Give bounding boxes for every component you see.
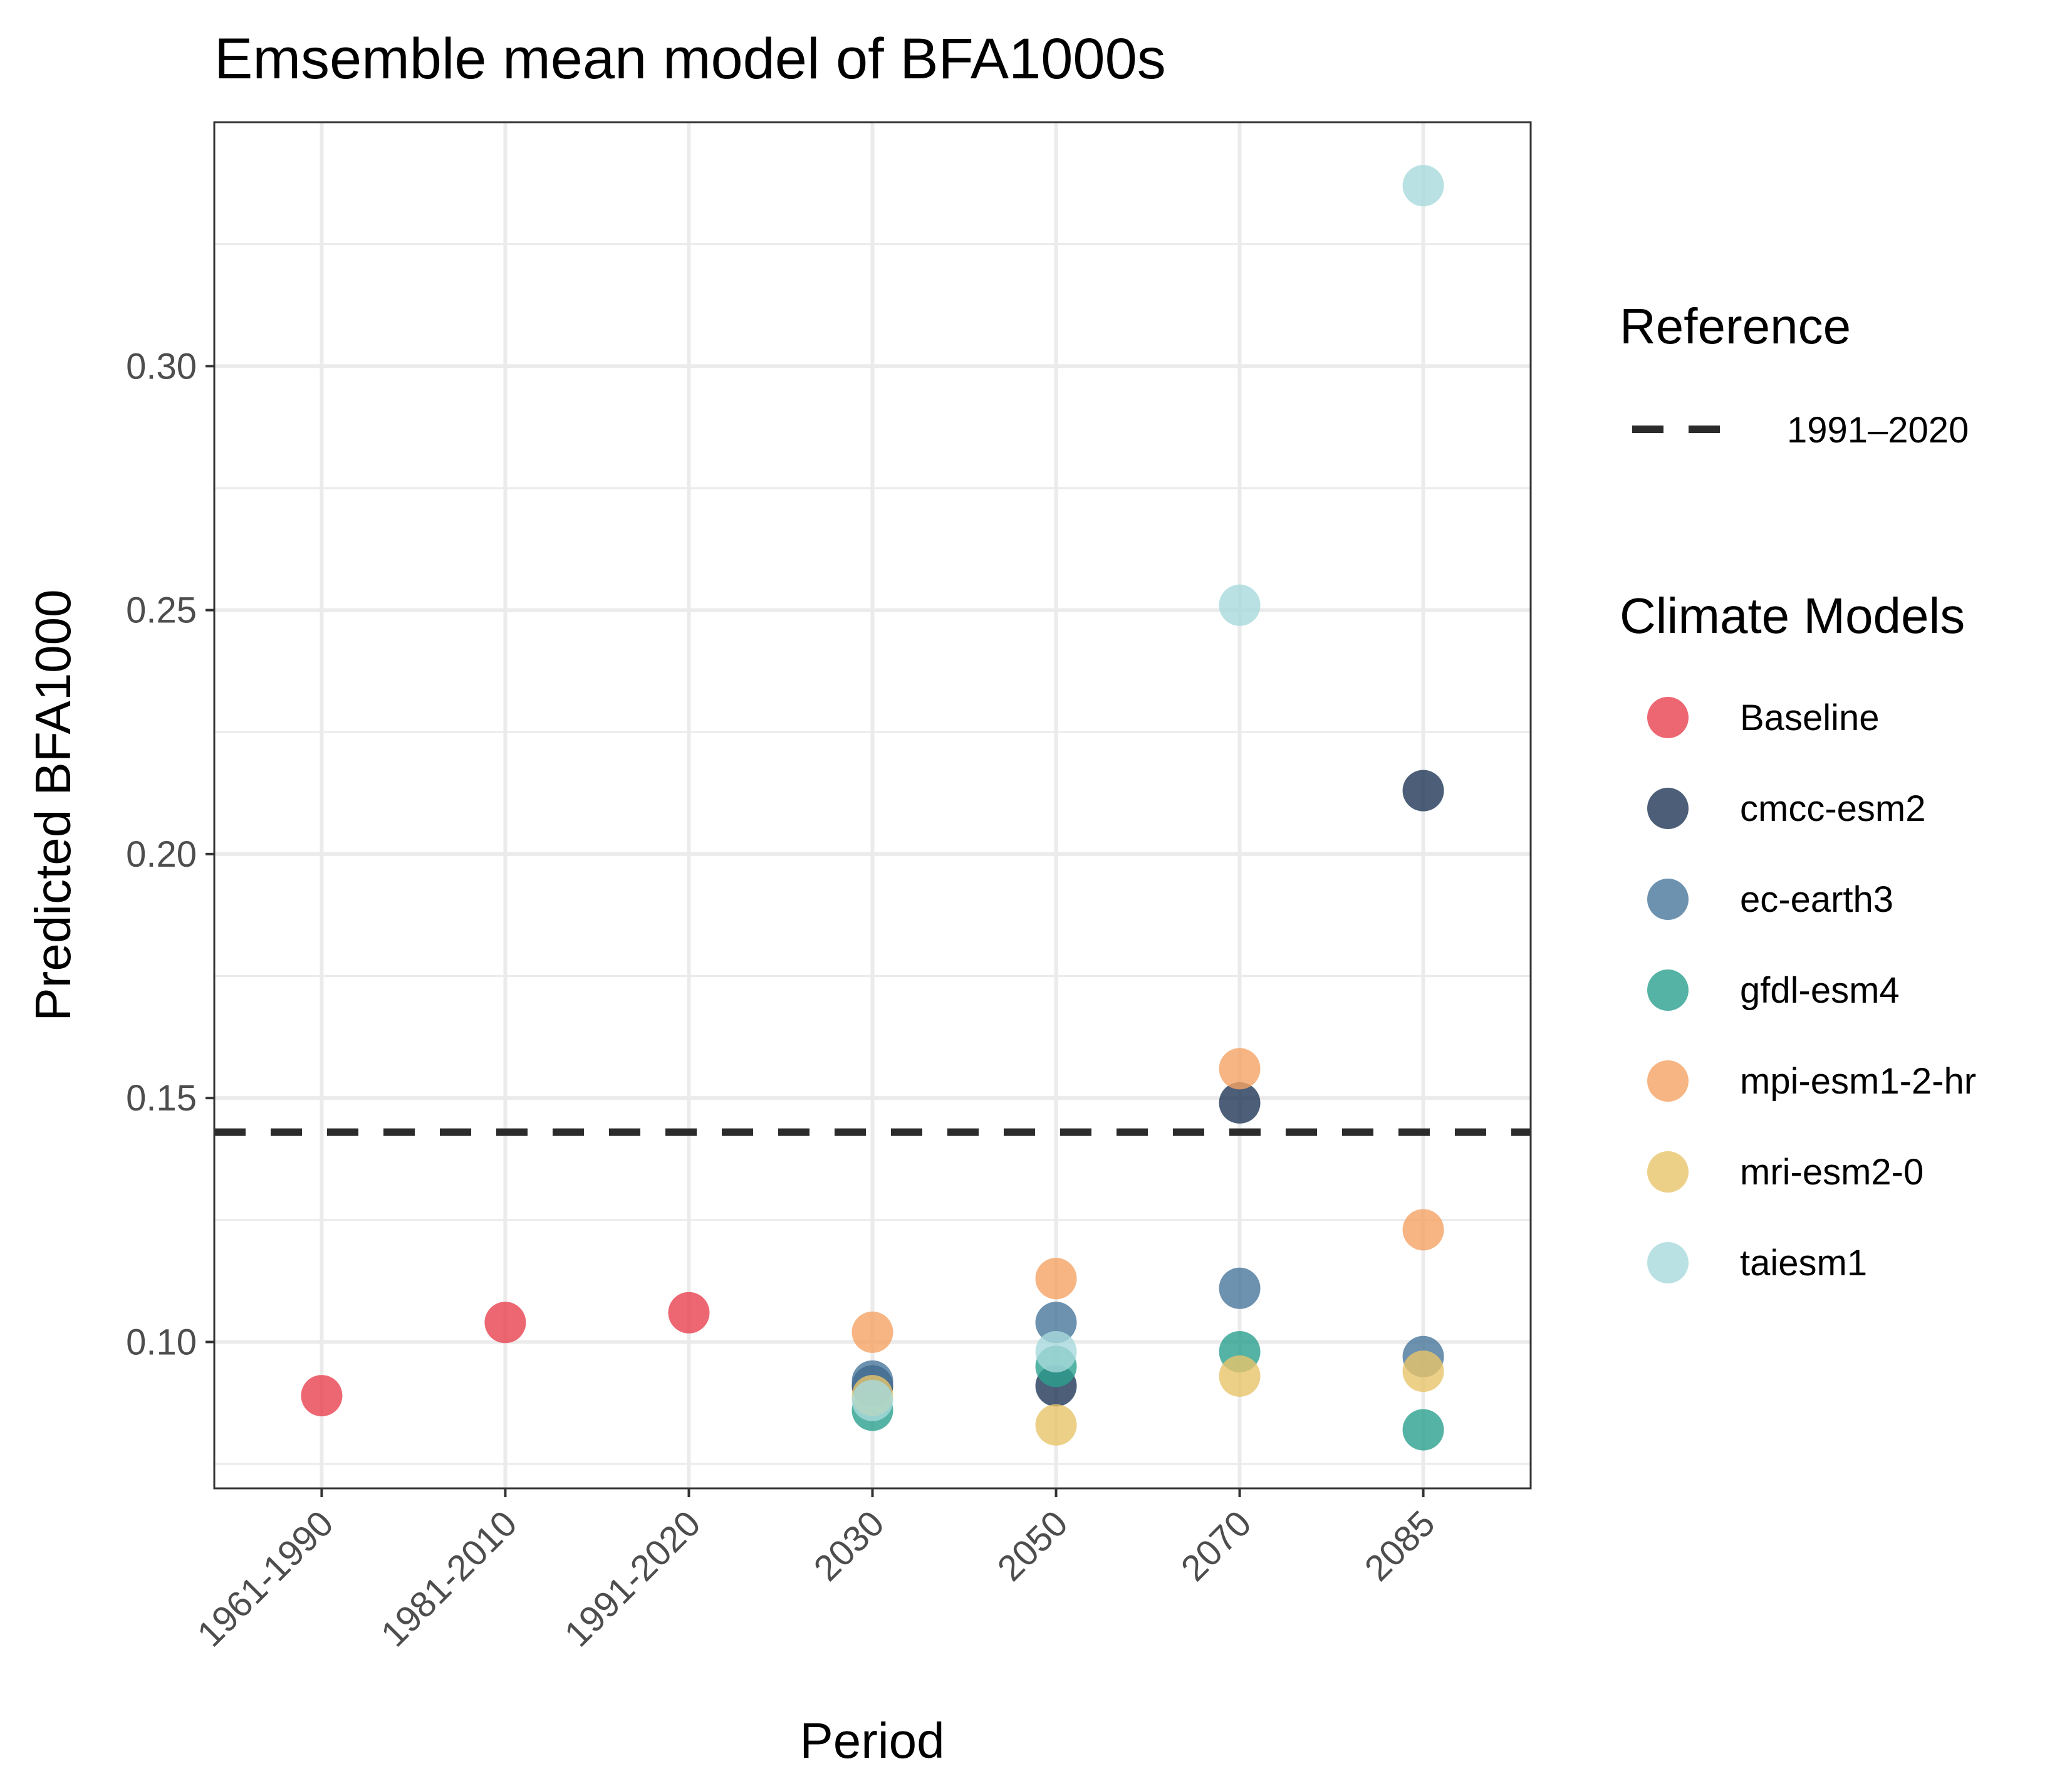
x-axis-title: Period: [799, 1713, 944, 1768]
x-tick-label: 2050: [990, 1503, 1076, 1589]
data-point: [851, 1379, 893, 1421]
x-tick-label: 2085: [1357, 1503, 1443, 1589]
data-point: [1219, 1267, 1261, 1309]
reference-legend-title: Reference: [1620, 298, 1851, 354]
data-point: [1402, 1409, 1444, 1451]
legend-label-Baseline: Baseline: [1740, 697, 1879, 738]
y-tick-label: 0.20: [126, 834, 197, 875]
series-taiesm1: [851, 165, 1444, 1421]
x-tick-label: 1991-2020: [557, 1503, 709, 1654]
legend-label-ec-earth3: ec-earth3: [1740, 879, 1893, 920]
legend-key-ec-earth3: [1647, 879, 1689, 920]
data-point: [484, 1302, 526, 1344]
legend-key-cmcc-esm2: [1647, 788, 1689, 829]
x-tick-label: 2070: [1174, 1503, 1259, 1589]
data-point: [1402, 770, 1444, 812]
gridlines: [214, 122, 1531, 1488]
legend-key-Baseline: [1647, 697, 1689, 738]
legend-key-mri-esm2-0: [1647, 1151, 1689, 1193]
legend: Reference 1991–2020 Climate Models Basel…: [1620, 298, 1976, 1283]
series-cmcc-esm2: [851, 770, 1444, 1407]
data-point: [301, 1375, 343, 1417]
data-point: [1219, 1048, 1261, 1090]
chart-title: Emsemble mean model of BFA1000s: [214, 27, 1166, 91]
x-tick-label: 2030: [806, 1503, 892, 1589]
series-mpi-esm1-2-hr: [851, 1048, 1444, 1353]
legend-key-taiesm1: [1647, 1242, 1689, 1283]
data-point: [1402, 1209, 1444, 1251]
legend-label-mri-esm2-0: mri-esm2-0: [1740, 1152, 1924, 1193]
legend-key-mpi-esm1-2-hr: [1647, 1060, 1689, 1102]
x-tick-label: 1981-2010: [373, 1503, 525, 1654]
x-tick-label: 1961-1990: [190, 1503, 341, 1654]
data-point: [1035, 1302, 1077, 1344]
reference-legend-label: 1991–2020: [1787, 410, 1969, 451]
y-tick-label: 0.15: [126, 1078, 197, 1119]
plot-area: [213, 121, 1532, 1490]
series-gfdl-esm4: [851, 1331, 1444, 1451]
data-point: [851, 1311, 893, 1353]
legend-label-cmcc-esm2: cmcc-esm2: [1740, 788, 1925, 829]
legend-key-gfdl-esm4: [1647, 969, 1689, 1011]
series-Baseline: [301, 1292, 710, 1417]
data-point: [1219, 1355, 1261, 1397]
y-axis: 0.10 0.15 0.20 0.25 0.30: [126, 346, 214, 1362]
series-ec-earth3: [851, 1267, 1444, 1402]
data-point: [1035, 1331, 1077, 1372]
data-point: [1035, 1258, 1077, 1300]
y-axis-title: Predicted BFA1000: [25, 589, 81, 1021]
models-legend-title: Climate Models: [1620, 588, 1965, 644]
y-tick-label: 0.10: [126, 1322, 197, 1362]
data-point: [1219, 1082, 1261, 1124]
y-tick-label: 0.25: [126, 590, 197, 631]
y-tick-label: 0.30: [126, 346, 197, 387]
legend-label-taiesm1: taiesm1: [1740, 1243, 1867, 1283]
series-mri-esm2-0: [851, 1350, 1444, 1446]
legend-label-gfdl-esm4: gfdl-esm4: [1740, 970, 1900, 1011]
models-legend-entries: Baseline cmcc-esm2 ec-earth3 gfdl-esm4 mpi-e…: [1647, 697, 1976, 1283]
data-point: [668, 1292, 710, 1334]
data-point: [1402, 165, 1444, 207]
data-points: [301, 165, 1444, 1451]
data-point: [1402, 1350, 1444, 1392]
data-point: [1219, 584, 1261, 626]
data-point: [1035, 1404, 1077, 1446]
legend-label-mpi-esm1-2-hr: mpi-esm1-2-hr: [1740, 1061, 1976, 1102]
x-axis: 1961-1990 1981-2010 1991-2020 2030 2050 2070 2…: [190, 1488, 1443, 1654]
